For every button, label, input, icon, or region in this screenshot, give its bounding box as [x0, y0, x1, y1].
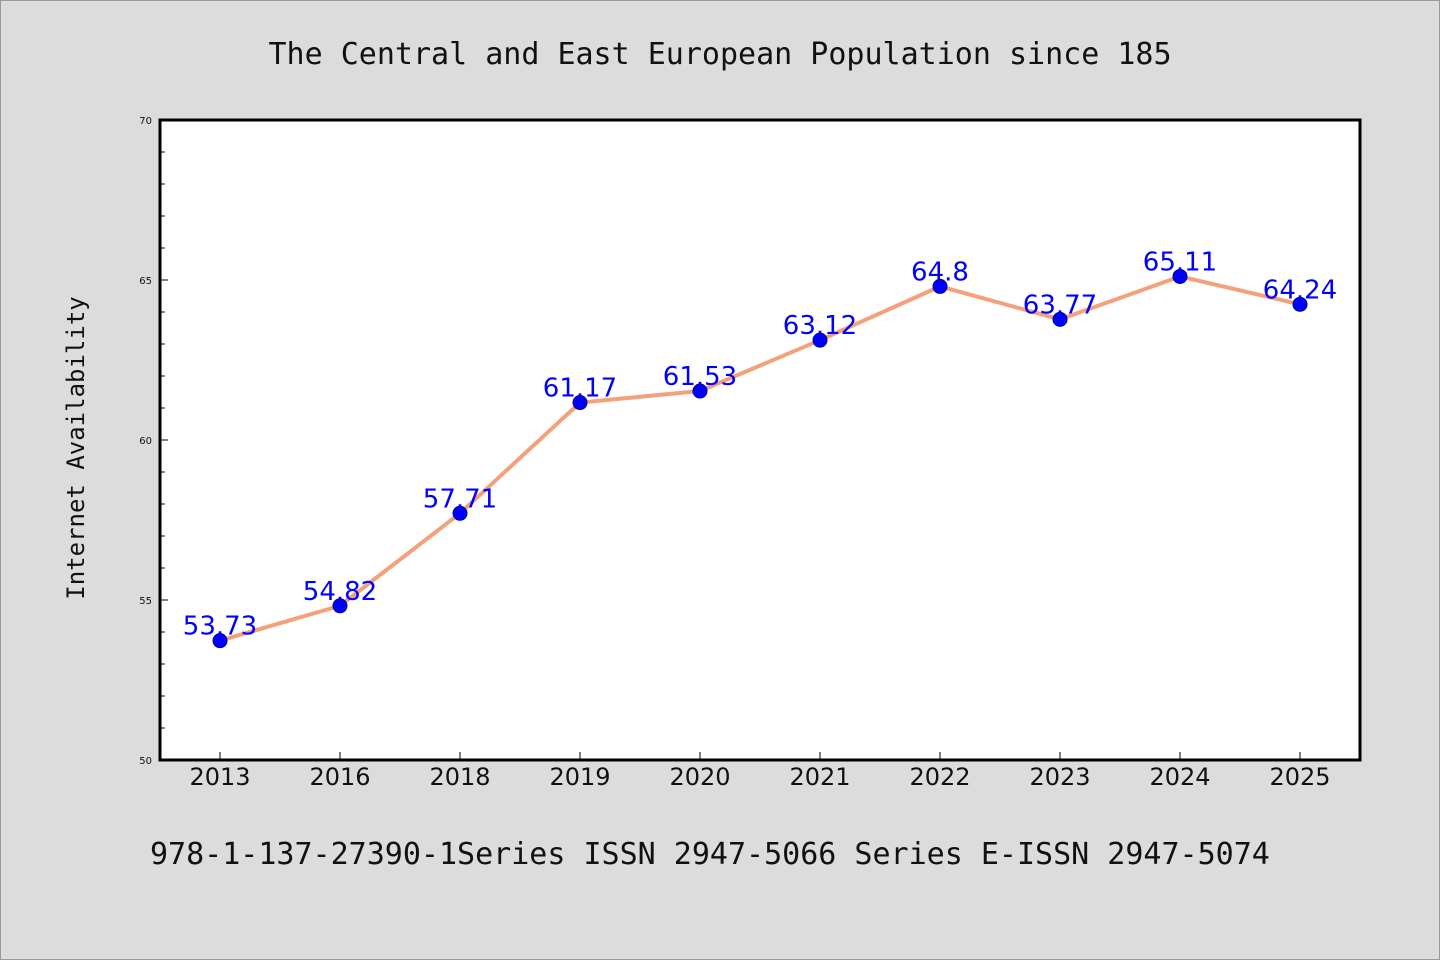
series-line	[219, 274, 1301, 643]
x-tick-label: 2016	[309, 763, 370, 791]
y-tick-label: 60	[139, 436, 152, 447]
footer-isbn-text: 978-1-137-27390-1Series ISSN 2947-5066 S…	[150, 837, 1270, 872]
data-label: 61.17	[543, 374, 617, 404]
data-point-marker	[1172, 268, 1188, 284]
series-group	[212, 268, 1308, 649]
x-tick-label: 2024	[1149, 763, 1210, 791]
data-point-marker	[452, 505, 468, 521]
plot-area	[158, 118, 1362, 762]
x-tick-label: 2013	[189, 763, 250, 791]
x-axis: 2013 2016 2018 2019 2020 2021 2022 2023 2024 2025	[189, 752, 1331, 791]
data-point-marker	[332, 598, 348, 614]
y-axis: 50 55 60 65 70	[139, 116, 168, 767]
data-label: 54.82	[303, 577, 377, 607]
data-label: 65.11	[1143, 247, 1217, 277]
data-point-marker	[212, 633, 228, 649]
data-point-marker	[572, 395, 588, 411]
data-point-marker	[932, 278, 948, 294]
y-axis-label: Internet Availability	[62, 296, 90, 599]
data-labels: 53.73 54.82 57.71 61.17 61.53 63.12 64.8 63.77 6…	[183, 247, 1337, 641]
data-point-marker	[812, 332, 828, 348]
data-label: 63.12	[783, 311, 857, 341]
x-tick-label: 2022	[909, 763, 970, 791]
y-tick-label: 65	[139, 276, 152, 287]
y-tick-label: 50	[139, 756, 152, 767]
x-tick-label: 2023	[1029, 763, 1090, 791]
data-label: 53.73	[183, 612, 257, 642]
x-tick-label: 2025	[1269, 763, 1330, 791]
data-label: 64.24	[1263, 275, 1337, 305]
x-tick-label: 2021	[789, 763, 850, 791]
data-point-marker	[692, 383, 708, 399]
data-point-marker	[1052, 311, 1068, 327]
y-tick-label: 55	[139, 596, 152, 607]
x-tick-label: 2020	[669, 763, 730, 791]
data-label: 63.77	[1023, 290, 1097, 320]
chart-title: The Central and East European Population…	[268, 37, 1171, 72]
data-label: 64.8	[911, 257, 969, 287]
x-tick-label: 2018	[429, 763, 490, 791]
y-tick-label: 70	[139, 116, 152, 127]
x-tick-label: 2019	[549, 763, 610, 791]
data-label: 57.71	[423, 484, 497, 514]
data-point-marker	[1292, 296, 1308, 312]
data-label: 61.53	[663, 362, 737, 392]
